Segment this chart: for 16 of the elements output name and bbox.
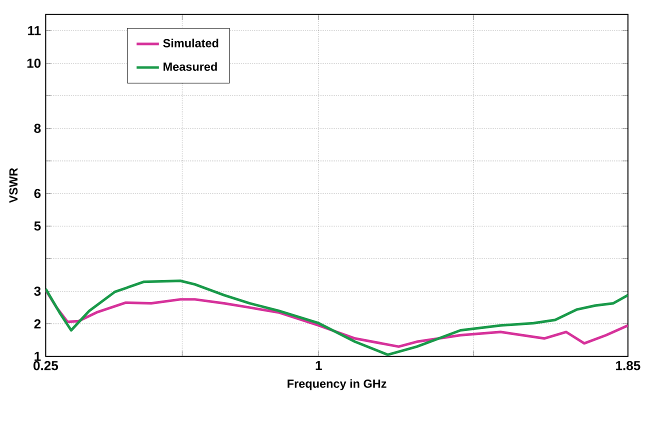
y-tick-label: 5 [34,222,41,231]
x-tick-label: 1.85 [616,361,640,370]
x-axis-title: Frequency in GHz [288,379,386,390]
y-axis-title: VSWR [9,168,18,204]
y-tick-label: 2 [34,319,41,329]
line-series [46,280,628,356]
y-tick-label: 11 [28,26,41,36]
legend-label: Measured [164,62,217,72]
legend-label: Simulated [163,38,218,48]
y-tick-label: 8 [34,124,41,134]
x-tick-label: 0.25 [34,361,58,370]
y-tick-label: 1 [34,352,41,362]
x-tick-label: 1 [316,361,322,370]
y-tick-label: 6 [34,189,41,198]
y-tick-label: 10 [27,58,41,68]
y-tick-label: 3 [34,286,41,296]
